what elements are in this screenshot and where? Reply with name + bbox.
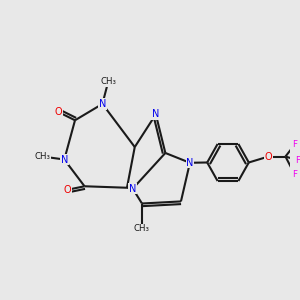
Text: N: N	[99, 99, 106, 109]
Text: N: N	[152, 109, 160, 119]
Text: F: F	[295, 156, 300, 165]
Text: CH₃: CH₃	[35, 152, 51, 161]
Text: O: O	[63, 185, 71, 195]
Text: F: F	[292, 170, 297, 179]
Text: N: N	[129, 184, 136, 194]
Text: O: O	[265, 152, 272, 161]
Text: F: F	[292, 140, 297, 149]
Text: N: N	[61, 154, 68, 164]
Text: N: N	[186, 158, 194, 168]
Text: O: O	[54, 107, 62, 117]
Text: CH₃: CH₃	[100, 77, 116, 86]
Text: CH₃: CH₃	[134, 224, 150, 233]
